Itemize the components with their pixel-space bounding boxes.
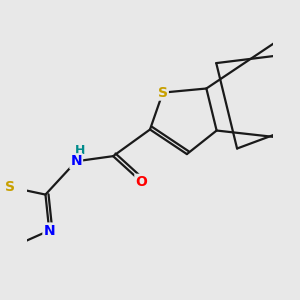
Text: S: S: [158, 85, 168, 100]
Text: S: S: [5, 180, 15, 194]
Text: H: H: [75, 143, 86, 157]
Text: N: N: [44, 224, 55, 238]
Text: O: O: [135, 175, 147, 189]
Text: N: N: [70, 154, 82, 168]
